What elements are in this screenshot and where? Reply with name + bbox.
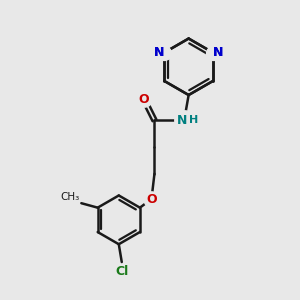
Text: N: N bbox=[213, 46, 224, 59]
Text: O: O bbox=[146, 193, 157, 206]
Text: O: O bbox=[139, 93, 149, 106]
Text: H: H bbox=[189, 115, 198, 125]
Text: N: N bbox=[177, 114, 187, 127]
Text: N: N bbox=[154, 46, 164, 59]
Text: Cl: Cl bbox=[115, 265, 128, 278]
Text: N: N bbox=[213, 46, 224, 59]
Text: CH₃: CH₃ bbox=[61, 192, 80, 202]
Text: N: N bbox=[154, 46, 164, 59]
